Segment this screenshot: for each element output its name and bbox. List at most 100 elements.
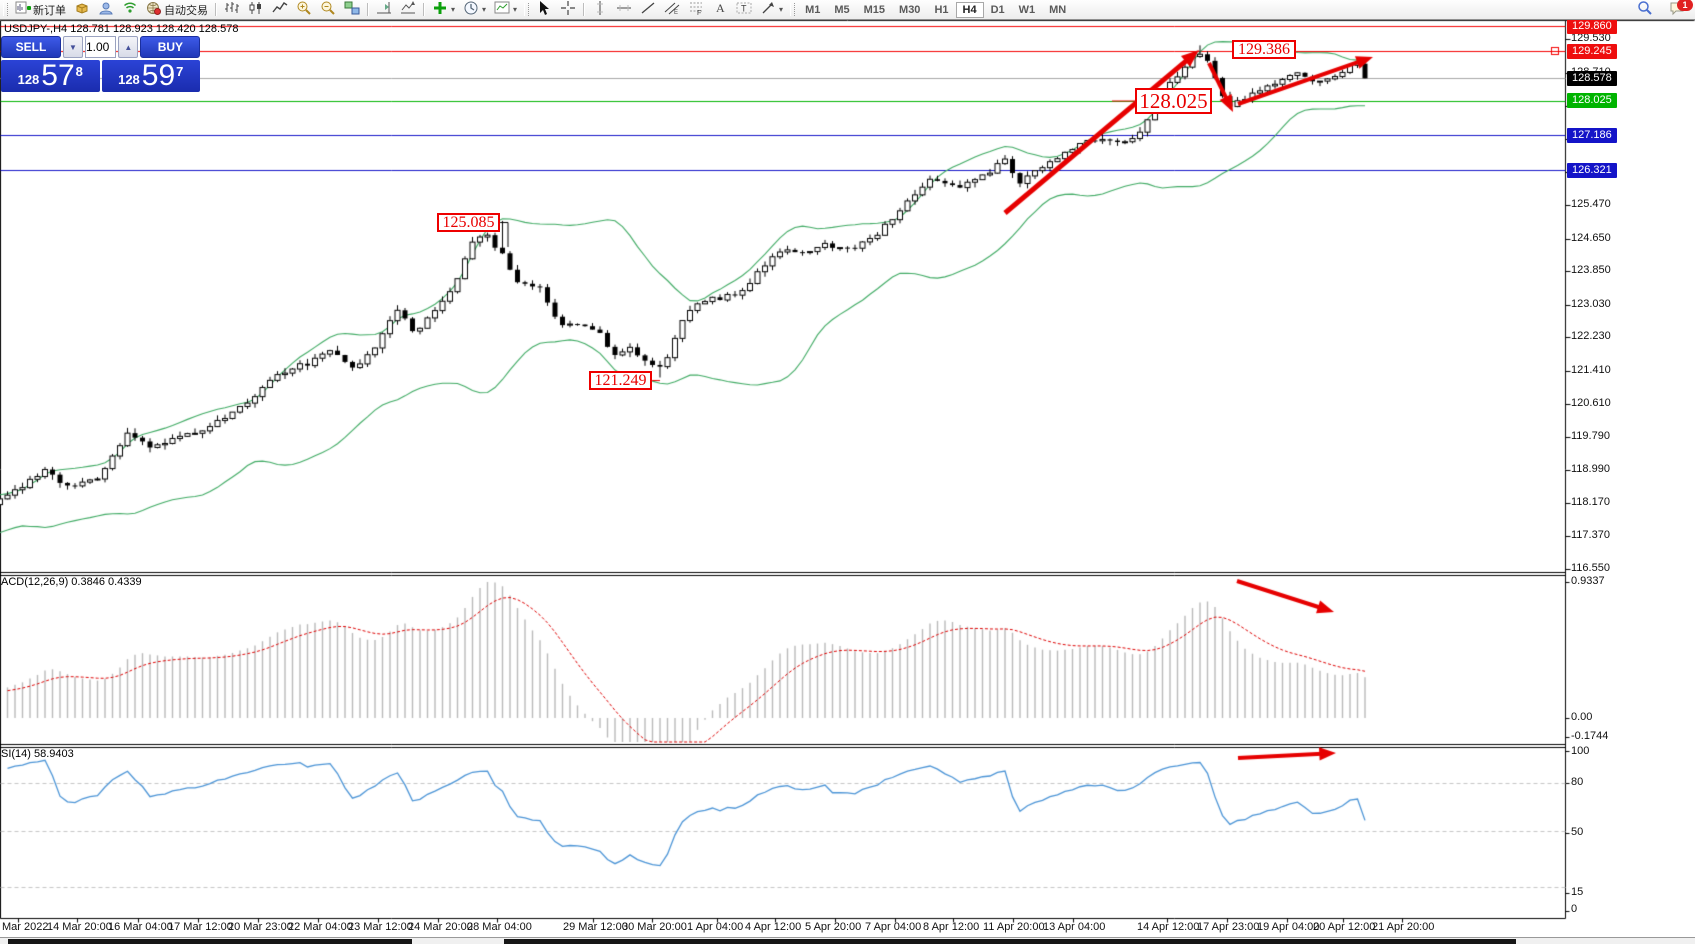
buy-price-display[interactable]: 128 59 7 bbox=[101, 59, 200, 92]
line-chart-icon bbox=[272, 0, 288, 19]
toolbar-grip bbox=[790, 3, 796, 16]
text-icon: A bbox=[712, 0, 728, 19]
bar-chart-button[interactable] bbox=[220, 0, 244, 19]
svg-text:T: T bbox=[741, 4, 747, 14]
bar-chart-icon bbox=[224, 0, 240, 19]
channel-icon: E bbox=[664, 0, 680, 19]
chevron-down-icon: ▾ bbox=[779, 5, 784, 14]
trendline-button[interactable] bbox=[636, 0, 660, 19]
trendline-icon bbox=[640, 0, 656, 19]
candle-chart-icon bbox=[248, 0, 264, 19]
buy-price-point: 7 bbox=[176, 64, 184, 79]
market-box-icon bbox=[74, 0, 90, 19]
periods-icon bbox=[463, 0, 479, 19]
zoom-in-icon bbox=[296, 0, 312, 19]
volume-decrease-button[interactable]: ▼ bbox=[63, 36, 83, 58]
crosshair-button[interactable] bbox=[556, 0, 580, 19]
sell-price-display[interactable]: 128 57 8 bbox=[1, 60, 100, 92]
new-order-label: 新订单 bbox=[33, 4, 66, 17]
sell-price-pips: 57 bbox=[41, 59, 75, 92]
cursor-button[interactable] bbox=[532, 0, 556, 19]
indicators-button[interactable]: ▾ bbox=[428, 0, 459, 19]
vline-icon bbox=[592, 0, 608, 19]
text-button[interactable]: A bbox=[708, 0, 732, 19]
buy-button[interactable]: BUY bbox=[140, 36, 201, 58]
shift-auto-button[interactable] bbox=[396, 0, 420, 19]
chat-badge: 1 bbox=[1677, 0, 1693, 11]
arrows-icon bbox=[760, 0, 776, 19]
zoom-out-button[interactable] bbox=[316, 0, 340, 19]
community-icon bbox=[98, 0, 114, 19]
cursor-icon bbox=[536, 0, 552, 19]
community-button[interactable] bbox=[94, 0, 118, 19]
autotrading-icon bbox=[146, 0, 162, 19]
templates-button[interactable]: ▾ bbox=[490, 0, 521, 19]
text-label-icon: T bbox=[736, 0, 752, 19]
search-icon bbox=[1637, 0, 1653, 19]
volume-input[interactable]: 1.00 bbox=[85, 36, 117, 58]
zoom-out-icon bbox=[320, 0, 336, 19]
main-toolbar: 新订单 自动交易 ▾ ▾ ▾ E F A T ▾ M1 M5 M15 M30 H1 H4 D1 W1 MN 1 bbox=[0, 0, 1695, 20]
fibonacci-icon: F bbox=[688, 0, 704, 19]
indicators-icon bbox=[432, 0, 448, 19]
templates-icon bbox=[494, 0, 510, 19]
bottom-tab-strip[interactable] bbox=[0, 937, 1695, 944]
search-button[interactable] bbox=[1633, 0, 1657, 19]
text-label-button[interactable]: T bbox=[732, 0, 756, 19]
hline-button[interactable] bbox=[612, 0, 636, 19]
chevron-down-icon: ▾ bbox=[451, 5, 456, 14]
tile-windows-icon bbox=[344, 0, 360, 19]
tab-timeframe-D1[interactable]: D1 bbox=[990, 3, 1005, 16]
bottom-tab-segment bbox=[504, 939, 1516, 944]
toolbar-separator bbox=[583, 3, 586, 16]
tab-timeframe-H4[interactable]: H4 bbox=[955, 1, 984, 18]
vline-button[interactable] bbox=[588, 0, 612, 19]
tab-timeframe-M30[interactable]: M30 bbox=[899, 3, 921, 16]
tab-timeframe-M5[interactable]: M5 bbox=[834, 3, 850, 16]
tab-timeframe-W1[interactable]: W1 bbox=[1018, 3, 1036, 16]
signals-button[interactable] bbox=[118, 0, 142, 19]
signals-icon bbox=[122, 0, 138, 19]
buy-price-handle: 128 bbox=[118, 72, 140, 87]
periods-button[interactable]: ▾ bbox=[459, 0, 490, 19]
market-box-button[interactable] bbox=[70, 0, 94, 19]
tile-windows-button[interactable] bbox=[340, 0, 364, 19]
arrows-button[interactable]: ▾ bbox=[756, 0, 787, 19]
autotrading-button[interactable]: 自动交易 bbox=[142, 0, 212, 19]
tab-timeframe-MN[interactable]: MN bbox=[1049, 3, 1067, 16]
chart-title: USDJPY-,H4 128.781 128.923 128.420 128.5… bbox=[4, 23, 239, 35]
shift-end-button[interactable] bbox=[372, 0, 396, 19]
hline-icon bbox=[616, 0, 632, 19]
candle-chart-button[interactable] bbox=[244, 0, 268, 19]
timeframe-bar: M1 M5 M15 M30 H1 H4 D1 W1 MN bbox=[798, 1, 1073, 18]
svg-text:A: A bbox=[716, 1, 725, 15]
new-order-icon bbox=[15, 0, 31, 19]
svg-text:F: F bbox=[697, 10, 701, 16]
crosshair-icon bbox=[560, 0, 576, 19]
one-click-trade-panel: SELL ▼ 1.00 ▲ BUY 128 57 8 128 59 7 bbox=[1, 36, 201, 92]
autotrading-label: 自动交易 bbox=[164, 4, 208, 17]
shift-end-icon bbox=[376, 0, 392, 19]
chat-button[interactable]: 1 bbox=[1665, 0, 1693, 19]
shift-auto-icon bbox=[400, 0, 416, 19]
toolbar-separator bbox=[215, 3, 217, 16]
svg-text:E: E bbox=[674, 10, 678, 16]
sell-price-handle: 128 bbox=[17, 72, 40, 87]
sell-button[interactable]: SELL bbox=[1, 36, 61, 58]
line-chart-button[interactable] bbox=[268, 0, 292, 19]
new-order-button[interactable]: 新订单 bbox=[11, 0, 70, 19]
fibonacci-button[interactable]: F bbox=[684, 0, 708, 19]
zoom-in-button[interactable] bbox=[292, 0, 316, 19]
volume-increase-button[interactable]: ▲ bbox=[118, 36, 139, 58]
chevron-down-icon: ▾ bbox=[482, 5, 487, 14]
toolbar-left: 新订单 自动交易 ▾ ▾ ▾ E F A T ▾ bbox=[0, 0, 798, 19]
tab-timeframe-M1[interactable]: M1 bbox=[805, 3, 821, 16]
toolbar-grip bbox=[3, 3, 8, 16]
bottom-tab-segment bbox=[8, 939, 412, 944]
tab-timeframe-M15[interactable]: M15 bbox=[863, 3, 886, 16]
toolbar-grip bbox=[524, 3, 530, 16]
channel-button[interactable]: E bbox=[660, 0, 684, 19]
buy-price-pips: 59 bbox=[141, 59, 176, 92]
tab-timeframe-H1[interactable]: H1 bbox=[934, 3, 949, 16]
